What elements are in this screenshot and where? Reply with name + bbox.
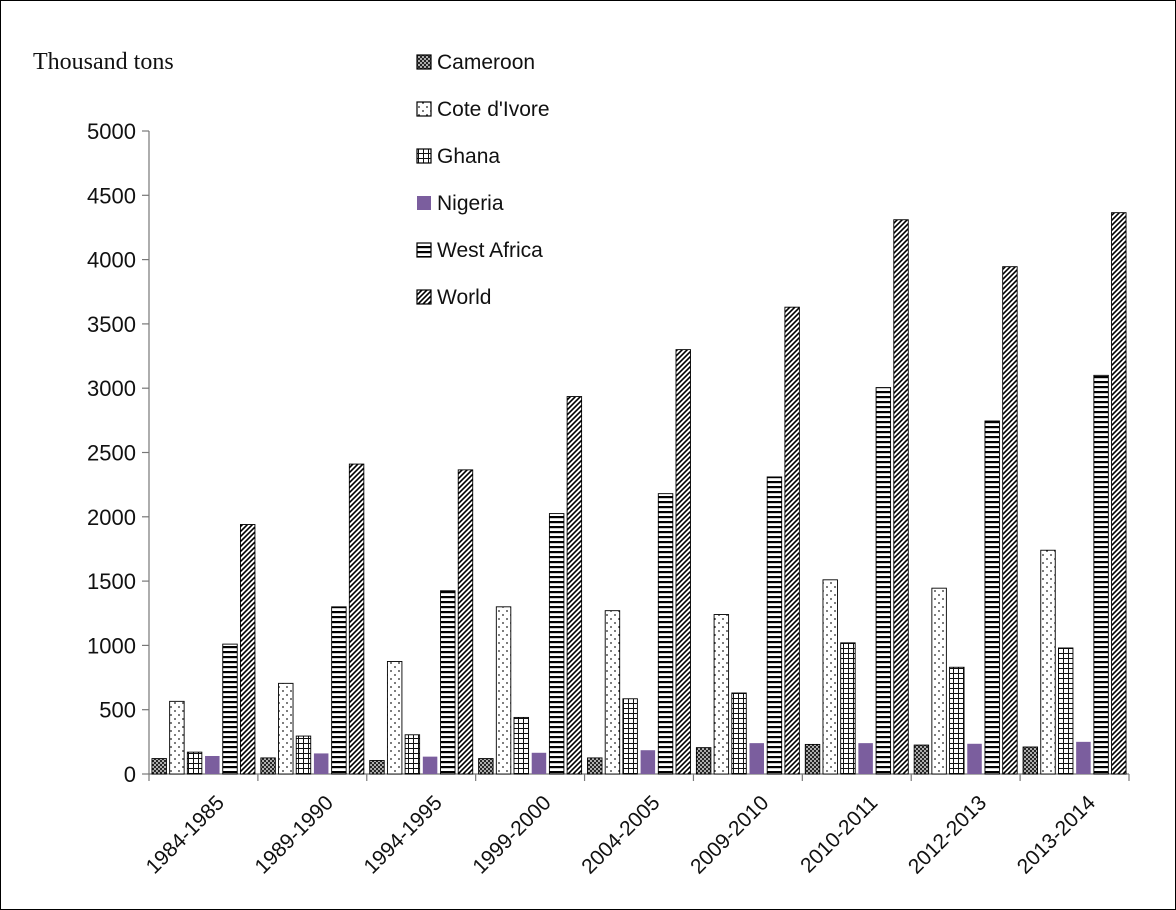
x-tick-label: 2004-2005 [577, 791, 664, 878]
y-tick-label: 3500 [87, 312, 136, 337]
bar-nigeria-1989-1990 [313, 753, 329, 774]
y-tick-label: 4500 [87, 183, 136, 208]
bar-world-2009-2010 [784, 306, 800, 775]
bar-cote-d-ivore-1989-1990 [278, 682, 294, 775]
bar-ghana-2012-2013 [949, 666, 965, 775]
legend-swatch [416, 242, 432, 258]
bar-world-2013-2014 [1111, 212, 1127, 775]
legend-label: Cameroon [437, 51, 535, 74]
bar-cote-d-ivore-1984-1985 [169, 700, 185, 775]
bar-cameroon-2004-2005 [587, 757, 603, 775]
bar-nigeria-2010-2011 [858, 743, 873, 774]
y-tick-label: 2000 [87, 505, 136, 530]
bar-nigeria-2012-2013 [967, 743, 982, 774]
y-tick-label: 3000 [87, 376, 136, 401]
bar-cameroon-2013-2014 [1022, 746, 1039, 775]
bar-world-1989-1990 [348, 463, 365, 775]
bar-nigeria-2009-2010 [749, 743, 764, 774]
legend-swatch [416, 148, 432, 164]
bar-nigeria-1994-1995 [422, 756, 438, 774]
bar-west-africa-2013-2014 [1093, 374, 1109, 775]
bar-west-africa-1989-1990 [331, 606, 347, 775]
bar-cote-d-ivore-2013-2014 [1040, 549, 1056, 775]
bar-ghana-1999-2000 [513, 716, 529, 775]
bar-west-africa-1999-2000 [548, 513, 565, 775]
bar-ghana-1989-1990 [295, 735, 312, 775]
bar-cameroon-1989-1990 [260, 757, 276, 775]
bar-world-1999-2000 [566, 396, 583, 775]
bar-west-africa-2012-2013 [984, 420, 1000, 775]
x-tick-label: 1984-1985 [142, 791, 229, 878]
y-tick-label: 5000 [87, 119, 136, 144]
legend-label: Nigeria [437, 192, 504, 215]
bar-world-2012-2013 [1002, 266, 1018, 775]
bar-cameroon-2009-2010 [695, 747, 712, 775]
bar-ghana-2010-2011 [840, 642, 856, 775]
y-tick-label: 2500 [87, 441, 136, 466]
bar-ghana-2009-2010 [731, 692, 747, 775]
legend: Cameroon Cote d'Ivore Ghana Nigeria West Afr… [416, 51, 550, 309]
bar-world-1994-1995 [457, 469, 474, 775]
bar-ghana-2013-2014 [1058, 647, 1074, 775]
x-tick-label: 2013-2014 [1013, 791, 1101, 879]
y-tick-label: 1500 [87, 569, 136, 594]
bar-cote-d-ivore-2010-2011 [822, 579, 838, 775]
legend-label: West Africa [437, 239, 543, 262]
legend-swatch [416, 54, 432, 70]
bar-cameroon-1999-2000 [478, 758, 494, 775]
bar-west-africa-1984-1985 [222, 643, 238, 775]
bar-cote-d-ivore-2012-2013 [931, 587, 947, 775]
bar-world-1984-1985 [239, 524, 256, 775]
legend-label: Cote d'Ivore [437, 98, 550, 121]
legend-swatch [417, 196, 431, 210]
bar-west-africa-1994-1995 [440, 590, 456, 775]
bar-west-africa-2004-2005 [657, 493, 674, 775]
bar-nigeria-1984-1985 [205, 755, 220, 774]
bar-west-africa-2010-2011 [875, 387, 892, 775]
legend-label: Ghana [437, 145, 500, 168]
x-tick-label: 2010-2011 [796, 791, 882, 877]
bar-cameroon-2012-2013 [913, 744, 930, 775]
bar-ghana-2004-2005 [622, 698, 638, 775]
bar-nigeria-1999-2000 [531, 752, 547, 774]
bar-cote-d-ivore-2004-2005 [604, 610, 621, 775]
legend-swatch [416, 101, 432, 117]
x-tick-label: 1994-1995 [359, 791, 446, 878]
x-tick-label: 2009-2010 [686, 791, 773, 878]
legend-swatch [416, 289, 432, 305]
bar-nigeria-2013-2014 [1076, 741, 1091, 774]
bar-nigeria-2004-2005 [640, 750, 656, 774]
x-tick-label: 1989-1990 [251, 791, 338, 878]
bar-cameroon-1994-1995 [369, 760, 385, 775]
bar-ghana-1994-1995 [404, 734, 421, 775]
plot-area: 0 500 1000 1500 2000 2500 3000 3500 4000 4500 5000… [87, 119, 1130, 879]
bar-cameroon-2010-2011 [804, 743, 821, 775]
y-axis-unit-label: Thousand tons [33, 49, 174, 75]
bar-cote-d-ivore-2009-2010 [713, 614, 730, 775]
bar-ghana-1984-1985 [186, 751, 203, 775]
x-tick-label: 1999-2000 [468, 791, 555, 878]
legend-label: World [437, 286, 491, 309]
x-tick-label: 2012-2013 [904, 791, 991, 878]
y-tick-label: 1000 [87, 633, 136, 658]
bar-world-2010-2011 [893, 219, 909, 775]
bar-cote-d-ivore-1994-1995 [386, 661, 403, 775]
bar-cote-d-ivore-1999-2000 [495, 606, 512, 775]
bar-west-africa-2009-2010 [766, 476, 783, 775]
bar-cameroon-1984-1985 [151, 758, 167, 775]
bar-world-2004-2005 [675, 349, 691, 775]
y-tick-label: 0 [124, 762, 136, 787]
y-tick-label: 500 [99, 698, 136, 723]
y-tick-label: 4000 [87, 248, 136, 273]
